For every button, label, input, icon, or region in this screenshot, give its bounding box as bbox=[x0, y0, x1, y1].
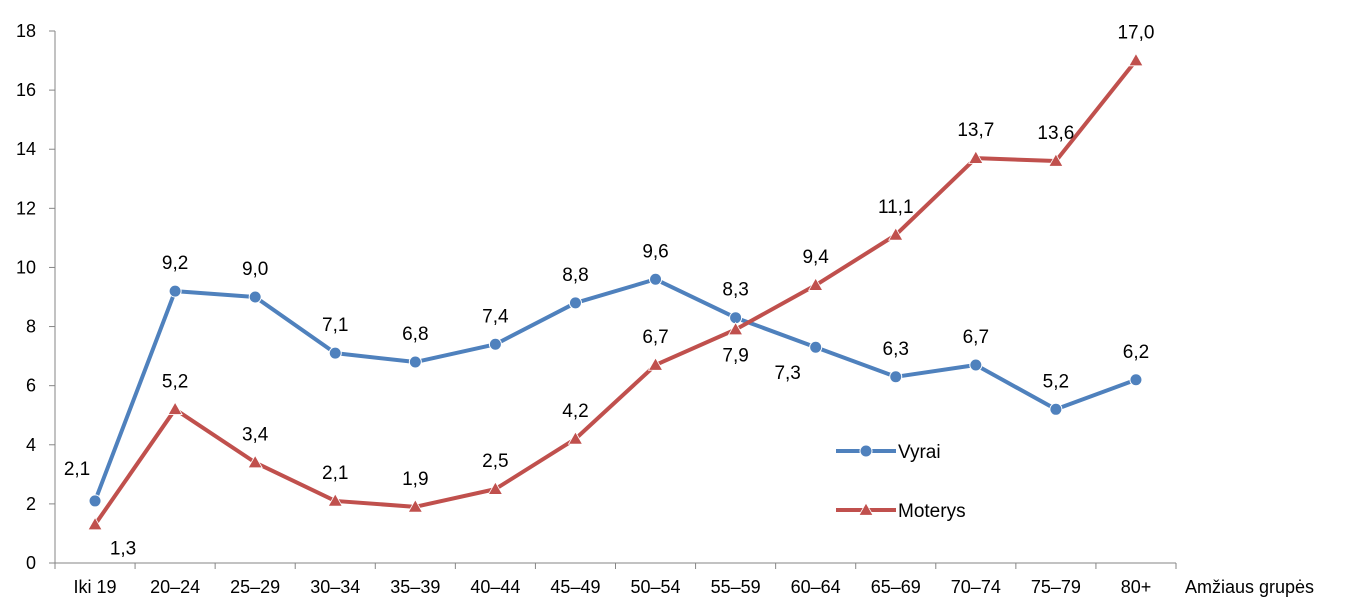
data-label-moterys: 6,7 bbox=[642, 327, 668, 348]
data-label-moterys: 17,0 bbox=[1117, 23, 1154, 44]
data-label-moterys: 1,3 bbox=[110, 539, 136, 560]
data-label-vyrai: 7,1 bbox=[322, 315, 348, 336]
data-label-vyrai: 9,2 bbox=[162, 253, 188, 274]
data-point-moterys bbox=[487, 481, 504, 495]
x-tick-label: 65–69 bbox=[871, 577, 921, 597]
y-tick-label: 4 bbox=[26, 435, 36, 455]
data-label-vyrai: 2,1 bbox=[64, 459, 90, 480]
y-tick-label: 8 bbox=[26, 317, 36, 337]
data-label-moterys: 5,2 bbox=[162, 371, 188, 392]
x-tick-label: 45–49 bbox=[550, 577, 600, 597]
x-tick-label: 30–34 bbox=[310, 577, 360, 597]
data-point-moterys bbox=[247, 454, 263, 469]
x-axis-title: Amžiaus grupės bbox=[1185, 577, 1314, 597]
data-label-vyrai: 6,8 bbox=[402, 324, 428, 345]
series-line-vyrai bbox=[93, 277, 1137, 502]
x-tick-label: 35–39 bbox=[390, 577, 440, 597]
data-label-moterys: 2,1 bbox=[322, 463, 348, 484]
x-tick-label: 70–74 bbox=[951, 577, 1001, 597]
data-point-moterys bbox=[1128, 52, 1144, 67]
data-point-moterys bbox=[647, 357, 664, 371]
data-label-moterys: 13,6 bbox=[1037, 123, 1074, 144]
data-point-vyrai bbox=[488, 337, 502, 351]
data-point-moterys bbox=[968, 150, 984, 164]
data-label-moterys: 1,9 bbox=[402, 469, 428, 490]
y-tick-label: 12 bbox=[16, 198, 36, 218]
data-label-moterys: 7,9 bbox=[722, 346, 748, 367]
legend-marker-moterys bbox=[858, 502, 874, 516]
legend-marker-vyrai bbox=[859, 444, 873, 458]
y-tick-label: 2 bbox=[26, 494, 36, 514]
data-point-moterys bbox=[327, 493, 343, 507]
data-label-vyrai: 9,0 bbox=[242, 259, 268, 280]
x-tick-label: 20–24 bbox=[150, 577, 200, 597]
data-label-vyrai: 6,2 bbox=[1123, 342, 1149, 363]
data-point-moterys bbox=[807, 277, 824, 291]
data-point-moterys bbox=[1048, 153, 1064, 167]
data-point-vyrai bbox=[1049, 402, 1063, 416]
x-tick-label: 60–64 bbox=[791, 577, 841, 597]
data-point-vyrai bbox=[1129, 373, 1143, 387]
data-label-moterys: 3,4 bbox=[242, 425, 269, 446]
data-point-moterys bbox=[167, 401, 183, 415]
data-label-moterys: 13,7 bbox=[957, 120, 994, 141]
y-tick-label: 6 bbox=[26, 376, 36, 396]
x-tick-label: Iki 19 bbox=[74, 577, 117, 597]
y-tick-label: 16 bbox=[16, 80, 36, 100]
legend-label-vyrai: Vyrai bbox=[898, 442, 941, 463]
data-label-vyrai: 5,2 bbox=[1043, 371, 1069, 392]
data-label-moterys: 2,5 bbox=[482, 451, 508, 472]
data-label-moterys: 11,1 bbox=[878, 197, 914, 218]
data-point-moterys bbox=[567, 431, 584, 445]
data-point-vyrai bbox=[649, 272, 663, 286]
data-point-vyrai bbox=[168, 284, 182, 298]
y-tick-label: 14 bbox=[16, 139, 36, 159]
series-line-moterys bbox=[93, 59, 1138, 526]
data-point-vyrai bbox=[248, 290, 262, 304]
data-point-vyrai bbox=[408, 355, 422, 369]
data-label-vyrai: 9,6 bbox=[642, 241, 668, 262]
x-tick-label: 50–54 bbox=[631, 577, 681, 597]
data-label-vyrai: 6,3 bbox=[883, 339, 909, 360]
data-point-vyrai bbox=[889, 370, 903, 384]
data-label-vyrai: 6,7 bbox=[963, 327, 989, 348]
data-point-moterys bbox=[727, 321, 744, 336]
x-tick-label: 55–59 bbox=[711, 577, 761, 597]
data-point-vyrai bbox=[809, 340, 823, 354]
data-point-vyrai bbox=[328, 346, 342, 360]
data-label-moterys: 9,4 bbox=[802, 247, 829, 268]
x-tick-label: 80+ bbox=[1121, 577, 1152, 597]
x-tick-label: 75–79 bbox=[1031, 577, 1081, 597]
y-tick-label: 10 bbox=[16, 257, 36, 277]
data-point-moterys bbox=[87, 516, 103, 531]
data-point-vyrai bbox=[568, 296, 582, 310]
data-point-vyrai bbox=[969, 358, 983, 372]
data-label-moterys: 4,2 bbox=[562, 401, 588, 422]
data-label-vyrai: 7,4 bbox=[482, 306, 509, 327]
data-point-vyrai bbox=[88, 494, 102, 508]
y-tick-label: 18 bbox=[16, 21, 36, 41]
data-point-moterys bbox=[407, 499, 424, 513]
legend-label-moterys: Moterys bbox=[898, 501, 966, 522]
data-point-moterys bbox=[888, 227, 904, 241]
y-tick-label: 0 bbox=[26, 553, 36, 573]
x-tick-label: 25–29 bbox=[230, 577, 280, 597]
x-tick-label: 40–44 bbox=[470, 577, 520, 597]
data-label-vyrai: 8,8 bbox=[562, 265, 588, 286]
data-label-vyrai: 7,3 bbox=[774, 363, 800, 384]
data-label-vyrai: 8,3 bbox=[722, 280, 748, 301]
